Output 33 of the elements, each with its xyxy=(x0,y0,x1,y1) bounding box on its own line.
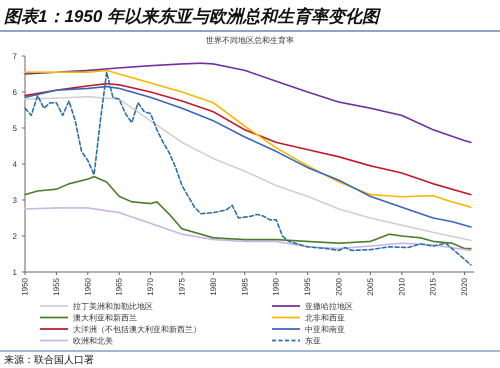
legend-label: 亚撒哈拉地区 xyxy=(305,302,353,311)
legend-label: 拉丁美洲和加勒比地区 xyxy=(73,302,153,311)
legend-label: 北非和西亚 xyxy=(305,314,345,322)
x-tick-label: 1975 xyxy=(177,277,186,296)
legend-label: 中亚和南亚 xyxy=(305,325,345,334)
legend-label: 欧洲和北美 xyxy=(73,336,113,346)
x-tick-label: 2005 xyxy=(366,277,375,296)
source-note: 来源：联合国人口署 xyxy=(4,354,94,366)
legend-label: 澳大利亚和新西兰 xyxy=(73,314,137,322)
y-tick-label: 2 xyxy=(12,232,18,241)
x-tick-label: 1950 xyxy=(20,277,30,296)
x-tick-label: 1970 xyxy=(146,277,156,296)
x-tick-label: 1980 xyxy=(208,277,218,296)
x-tick-label: 1965 xyxy=(114,277,124,296)
x-tick-label: 2000 xyxy=(334,277,344,296)
legend-label: 东亚 xyxy=(305,336,321,346)
x-tick-label: 1995 xyxy=(303,277,312,296)
y-tick-label: 1 xyxy=(12,268,18,277)
y-tick-label: 6 xyxy=(12,88,18,97)
y-tick-label: 4 xyxy=(12,160,18,169)
y-tick-label: 5 xyxy=(12,124,18,133)
x-tick-label: 2020 xyxy=(460,277,470,296)
y-tick-label: 3 xyxy=(12,196,18,205)
x-tick-label: 2010 xyxy=(397,277,406,296)
y-tick-label: 7 xyxy=(12,52,18,61)
x-tick-label: 1960 xyxy=(83,277,92,296)
x-tick-label: 1990 xyxy=(272,277,281,296)
legend-label: 大洋洲（不包括澳大利亚和新西兰） xyxy=(73,325,201,334)
chart-subtitle: 世界不同地区总和生育率 xyxy=(206,36,294,45)
x-tick-label: 1955 xyxy=(52,277,61,296)
chart-title: 图表1：1950 年以来东亚与欧洲总和生育率变化图 xyxy=(4,6,381,26)
x-tick-label: 2015 xyxy=(428,277,438,296)
x-tick-label: 1985 xyxy=(240,277,250,296)
